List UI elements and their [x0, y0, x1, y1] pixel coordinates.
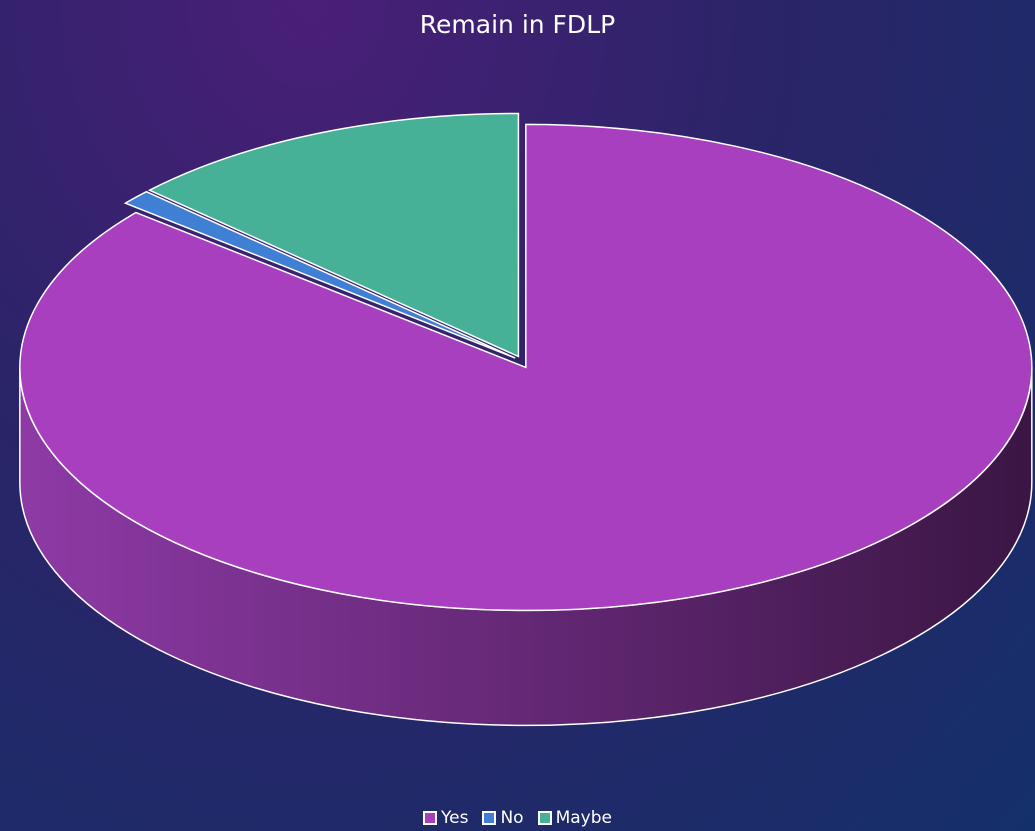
legend-label: Maybe — [555, 808, 612, 828]
legend-item: Maybe — [537, 808, 612, 828]
legend-swatch — [537, 811, 552, 825]
legend-swatch — [482, 811, 497, 825]
legend-item: No — [482, 808, 524, 828]
legend-label: No — [500, 808, 524, 828]
chart-title: Remain in FDLP — [419, 10, 616, 39]
pie-slice — [19, 123, 1033, 612]
legend-item: Yes — [423, 808, 468, 828]
legend: Yes No Maybe — [0, 808, 1035, 828]
legend-label: Yes — [441, 808, 469, 828]
pie-slice — [123, 190, 516, 359]
legend-swatch — [423, 811, 437, 825]
pie-slice — [147, 112, 520, 358]
